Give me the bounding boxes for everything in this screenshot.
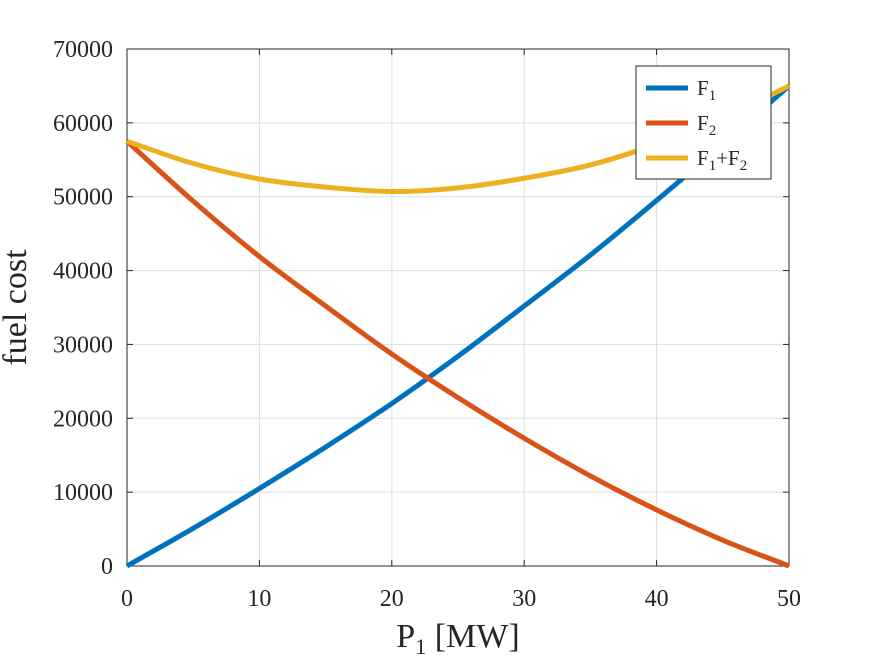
legend-label-subscript: 2 xyxy=(709,123,717,139)
y-axis-title: fuel cost xyxy=(0,249,34,366)
legend-label-text: F xyxy=(697,76,709,100)
legend-label-text: F xyxy=(697,146,709,170)
y-tick-label: 40000 xyxy=(53,259,113,285)
y-tick-label: 70000 xyxy=(53,37,113,63)
y-tick-label: 50000 xyxy=(53,185,113,211)
y-tick-labels: 0 10000 20000 30000 40000 50000 60000 70000 xyxy=(53,37,113,580)
x-axis-title-subscript: 1 xyxy=(415,634,426,654)
x-tick-label: 30 xyxy=(512,586,536,612)
legend-label-text: +F xyxy=(716,146,740,170)
y-tick-label: 0 xyxy=(101,554,113,580)
x-tick-label: 0 xyxy=(121,586,133,612)
legend-label: F2 xyxy=(697,111,716,139)
plot-frame xyxy=(126,48,790,567)
legend-label: F1 xyxy=(697,76,716,104)
legend-label: F1+F2 xyxy=(697,146,747,174)
x-tick-label: 50 xyxy=(777,586,801,612)
x-tick-label: 40 xyxy=(645,586,669,612)
series-line-f2 xyxy=(125,139,790,569)
legend-label-subscript: 2 xyxy=(740,158,748,174)
y-tick-label: 60000 xyxy=(53,111,113,137)
x-tick-label: 10 xyxy=(247,586,271,612)
legend-label-text: F xyxy=(697,111,709,135)
y-tick-label: 30000 xyxy=(53,332,113,358)
x-tick-label: 20 xyxy=(380,586,404,612)
x-axis-title-main: P xyxy=(396,618,415,654)
x-axis-title-unit: [MW] xyxy=(426,618,519,654)
x-tick-labels: 0 10 20 30 40 50 xyxy=(121,586,801,612)
x-axis-title: P1 [MW] xyxy=(396,618,519,654)
y-tick-label: 10000 xyxy=(53,480,113,506)
legend-label-subscript: 1 xyxy=(709,88,717,104)
legend-label-subscript: 1 xyxy=(709,158,717,174)
series-line-f1 xyxy=(125,84,791,569)
y-tick-label: 20000 xyxy=(53,406,113,432)
